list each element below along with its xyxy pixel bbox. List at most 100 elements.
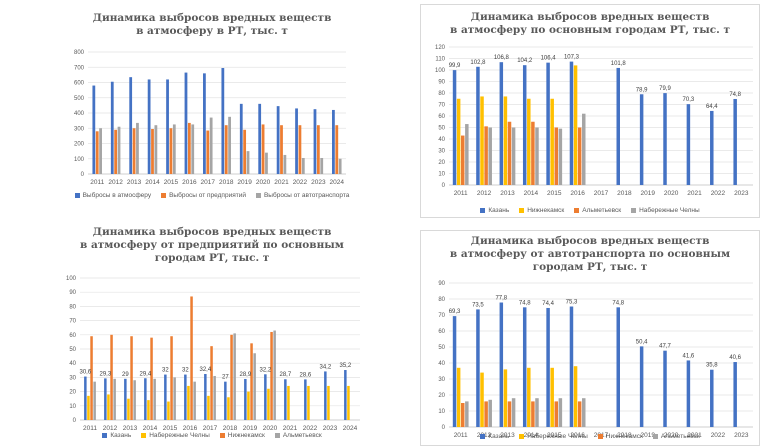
bar xyxy=(573,65,578,185)
legend-item: Альметьевск xyxy=(274,432,322,439)
bar xyxy=(338,158,342,174)
x-tick-label: 2013 xyxy=(500,190,515,197)
x-tick-label: 2016 xyxy=(183,425,198,432)
bar xyxy=(209,117,213,174)
data-label: 29,4 xyxy=(140,371,152,377)
bar xyxy=(554,127,559,185)
bar xyxy=(522,307,527,427)
legend-label: Альметьевск xyxy=(660,433,700,440)
x-tick-label: 2022 xyxy=(711,432,726,439)
bar xyxy=(273,330,276,420)
legend-item: Выбросы в атмосферу xyxy=(74,192,152,199)
bar xyxy=(332,109,335,174)
bar xyxy=(686,104,691,185)
y-tick-label: 30 xyxy=(438,377,445,383)
bar xyxy=(484,401,488,427)
bar xyxy=(452,316,457,427)
bar xyxy=(224,125,228,174)
legend-item: Казань xyxy=(480,207,509,214)
legend-item: Альметьевск xyxy=(574,207,621,214)
x-tick-label: 2019 xyxy=(243,425,258,432)
bar xyxy=(456,98,461,185)
bar xyxy=(169,128,173,174)
bar xyxy=(221,68,225,174)
bar xyxy=(663,350,667,427)
x-tick-label: 2015 xyxy=(164,179,179,186)
bar xyxy=(616,307,620,427)
x-tick-label: 2020 xyxy=(664,432,679,439)
bar xyxy=(193,381,196,420)
y-tick-label: 400 xyxy=(74,111,85,117)
data-label: 77,8 xyxy=(495,296,507,302)
bar xyxy=(170,336,173,420)
legend-label: Набережные Челны xyxy=(149,432,210,439)
x-tick-label: 2021 xyxy=(687,190,702,197)
y-tick-label: 10 xyxy=(438,409,445,415)
chart-legend: Казань Нижнекамск Альметьевск Набережные Че… xyxy=(421,207,759,214)
y-tick-label: 20 xyxy=(438,393,445,399)
chart-title-line: в атмосферу по основным городам РТ, тыс.… xyxy=(450,24,730,36)
bar xyxy=(733,362,737,427)
data-label: 40,6 xyxy=(729,355,741,361)
legend-item: Нижнекамск xyxy=(519,207,564,214)
data-label: 101,8 xyxy=(611,61,627,67)
bar xyxy=(187,122,191,174)
data-label: 102,8 xyxy=(470,60,486,66)
y-tick-label: 120 xyxy=(435,45,446,51)
bar xyxy=(546,62,550,185)
bar xyxy=(164,374,167,420)
chart-title-line: Динамика выбросов вредных веществ xyxy=(470,235,710,247)
bar xyxy=(95,131,99,174)
bar xyxy=(476,66,480,185)
data-label: 32 xyxy=(162,368,169,374)
bar xyxy=(480,96,484,185)
x-tick-label: 2020 xyxy=(263,425,278,432)
data-label: 64,4 xyxy=(706,104,718,110)
y-tick-label: 110 xyxy=(435,57,445,63)
bar xyxy=(327,385,330,420)
legend-item: Набережные Челны xyxy=(141,432,210,439)
x-tick-label: 2023 xyxy=(323,425,338,432)
bar xyxy=(210,346,213,420)
bar xyxy=(265,152,268,174)
legend-swatch xyxy=(219,433,225,438)
bar xyxy=(301,157,305,174)
x-tick-label: 2020 xyxy=(256,179,271,186)
chart-legend: Казань Набережные Челны Нижнекамск Альметье… xyxy=(421,433,759,440)
y-tick-label: 60 xyxy=(438,329,445,335)
x-tick-label: 2011 xyxy=(83,425,97,432)
legend-item: Выбросы от автотранспорта xyxy=(255,192,349,199)
bar xyxy=(480,372,484,427)
chart-title: Динамика выбросов вредных веществ в атмо… xyxy=(421,11,759,37)
legend-swatch xyxy=(519,208,525,213)
bar xyxy=(535,127,539,185)
bar xyxy=(110,334,113,420)
legend-swatch xyxy=(480,208,486,213)
x-tick-label: 2024 xyxy=(343,425,358,432)
bar xyxy=(577,401,582,427)
x-tick-label: 2023 xyxy=(734,432,749,439)
chart-title-line: Динамика выбросов вредных веществ xyxy=(92,12,332,24)
legend-item: Казань xyxy=(480,433,509,440)
legend-label: Выбросы в атмосферу xyxy=(82,192,152,199)
bar xyxy=(304,379,307,420)
bar xyxy=(93,381,96,420)
data-label: 32,2 xyxy=(260,367,272,373)
data-label: 73,5 xyxy=(472,302,484,308)
bar xyxy=(324,371,327,420)
x-tick-label: 2019 xyxy=(237,179,252,186)
bar xyxy=(577,127,582,185)
chart-plot: 0102030405060708090201169,3201273,520137… xyxy=(438,281,753,439)
bar xyxy=(569,306,574,427)
data-label: 78,9 xyxy=(636,87,648,93)
y-tick-label: 70 xyxy=(438,313,445,319)
x-tick-label: 2017 xyxy=(203,425,218,432)
y-tick-label: 50 xyxy=(438,126,445,132)
bar xyxy=(344,370,347,420)
x-tick-label: 2022 xyxy=(303,425,318,432)
data-label: 28,7 xyxy=(280,372,292,378)
bar xyxy=(287,385,290,420)
y-tick-label: 0 xyxy=(73,418,77,424)
y-tick-label: 40 xyxy=(69,361,76,367)
legend-swatch xyxy=(597,434,603,439)
